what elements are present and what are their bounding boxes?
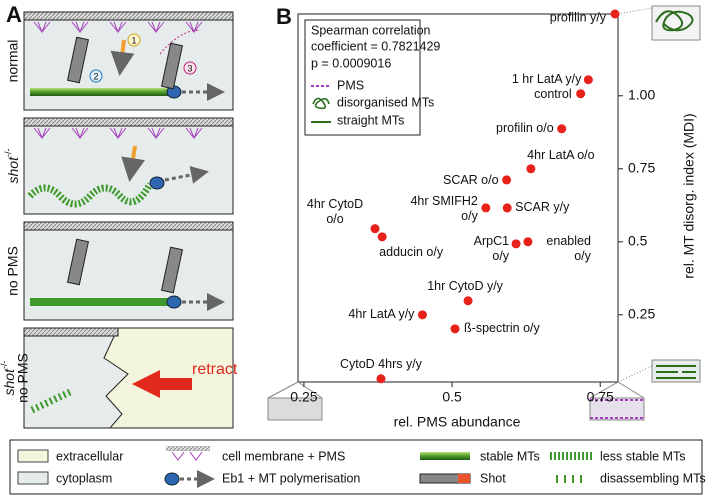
data-point [463,296,473,306]
data-point [583,75,593,85]
y-tick-label: 0.75 [628,159,655,175]
point-label: adducin o/y [379,245,444,259]
legend-label: disassembling MTs [600,471,706,485]
step-number: 3 [187,63,192,73]
step-number: 2 [93,71,98,81]
point-label: o/y [461,209,478,223]
y-tick-label: 0.25 [628,306,655,322]
x-tick-label: 0.75 [587,389,614,405]
point-label: 4hr LatA y/y [348,307,415,321]
data-point [526,164,536,174]
annotation: coefficient = 0.7821429 [311,39,440,53]
cell-shot-no-pms: retract [23,327,238,429]
point-label: CytoD 4hrs y/y [340,357,423,371]
data-point [370,224,380,234]
data-point [502,203,512,213]
point-label: o/y [492,249,509,263]
data-point [417,310,427,320]
annotation: Spearman correlation [311,23,431,37]
x-axis-label: rel. PMS abundance [394,414,521,430]
step-number: 1 [131,35,136,45]
data-point [557,124,567,134]
point-label: 4hr CytoD [307,197,363,211]
point-label: profilin y/y [550,10,607,24]
annotation-box: Spearman correlation coefficient = 0.782… [304,19,440,136]
panel-label: A [6,2,22,27]
gene: shot [5,156,21,184]
point-label: 4hr SMIFH2 [410,194,477,208]
legend: extracellular cytoplasm cell membrane + … [9,439,706,495]
inset-decorations [267,5,701,421]
key-label: straight MTs [337,113,404,127]
y-tick-label: 0.5 [628,233,648,249]
row-label: normal [5,40,21,83]
point-label: SCAR y/y [515,200,570,214]
row-label: shot-/- [0,361,17,396]
data-point [511,239,521,249]
data-point [610,9,620,19]
cell-no-pms [23,221,234,321]
point-label: 1 hr LatA y/y [512,72,582,86]
legend-label: cell membrane + PMS [222,449,345,463]
legend-label: cytoplasm [56,471,112,485]
key-label: PMS [337,78,364,92]
legend-label: Shot [480,471,506,485]
row-label: no PMS [5,246,21,296]
genotype: -/- [3,149,13,158]
data-point [502,175,512,185]
annotation: p = 0.0009016 [311,56,391,70]
key-label: disorganised MTs [337,95,434,109]
panel-label: B [276,4,292,29]
legend-label: extracellular [56,449,123,463]
legend-label: stable MTs [480,449,540,463]
data-point [481,203,491,213]
retract-label: retract [192,361,238,378]
point-label: o/o [326,212,343,226]
data-point [523,237,533,247]
point-label: enabled [546,234,591,248]
data-point [576,89,586,99]
point-label: control [534,87,572,101]
point-label: ArpC1 [474,234,509,248]
cell-normal: 1 2 3 [23,11,234,111]
legend-label: less stable MTs [600,449,685,463]
legend-label: Eb1 + MT polymerisation [222,471,360,485]
x-tick-label: 0.25 [290,389,317,405]
y-axis-label: rel. MT disorg. index (MDI) [681,113,697,278]
data-point [450,324,460,334]
row-label: shot-/- [3,149,20,184]
data-point [376,374,386,384]
point-label: 4hr LatA o/o [527,148,594,162]
gene: shot [1,368,17,396]
point-label: o/y [574,249,591,263]
cell-shot [23,117,234,215]
row-label: no PMS [15,353,31,403]
data-point [377,232,387,242]
y-tick-label: 1.00 [628,86,655,102]
point-label: 1hr CytoD y/y [427,279,503,293]
point-label: profilin o/o [496,121,554,135]
x-tick-label: 0.5 [442,389,462,405]
genotype: -/- [0,361,9,370]
point-label: SCAR o/o [443,173,499,187]
plot-frame [297,13,619,383]
point-label: ß-spectrin o/y [464,321,540,335]
